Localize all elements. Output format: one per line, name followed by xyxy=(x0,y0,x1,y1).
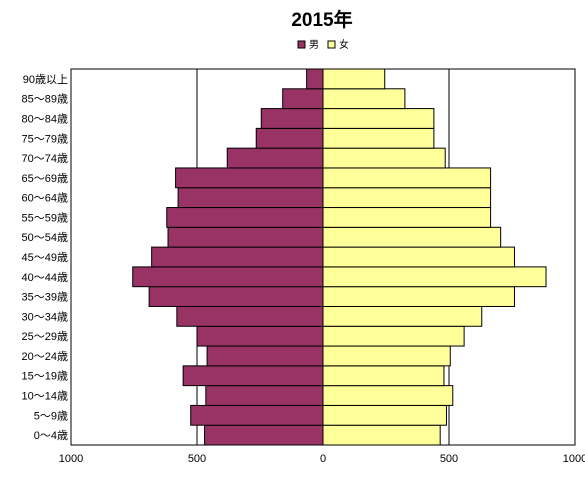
bar-female-2 xyxy=(322,385,454,406)
bar-female-11 xyxy=(322,207,492,228)
bar-female-4 xyxy=(322,345,451,367)
bar-female-6 xyxy=(322,305,483,327)
bar-male-7 xyxy=(148,286,324,307)
bar-female-5 xyxy=(322,325,465,347)
bar-male-4 xyxy=(206,345,324,367)
bar-female-18 xyxy=(322,68,386,90)
bar-male-3 xyxy=(182,365,324,387)
bar-male-8 xyxy=(132,266,324,288)
bar-female-15 xyxy=(322,127,435,149)
bar-female-3 xyxy=(322,365,445,387)
category-label: 85～89歳 xyxy=(22,93,68,106)
chart-title: 2015年 xyxy=(291,8,352,31)
category-label: 25～29歳 xyxy=(22,330,68,343)
category-label: 10～14歳 xyxy=(22,390,68,403)
category-label: 75～79歳 xyxy=(22,132,68,145)
category-label: 5～9歳 xyxy=(34,409,68,422)
category-label: 65～69歳 xyxy=(22,172,68,185)
x-tick-label: 500 xyxy=(188,453,206,465)
bar-female-8 xyxy=(322,266,547,288)
bar-male-9 xyxy=(151,246,324,268)
bar-male-10 xyxy=(167,226,324,248)
bar-female-0 xyxy=(322,424,441,446)
category-label: 0～4歳 xyxy=(34,429,68,442)
legend-label-female: 女 xyxy=(339,38,349,51)
bar-male-0 xyxy=(204,424,324,446)
bar-male-17 xyxy=(282,88,324,110)
legend-label-male: 男 xyxy=(309,39,319,51)
category-label: 15～19歳 xyxy=(22,370,68,383)
category-label: 90歳以上 xyxy=(23,73,68,86)
legend: 男女 xyxy=(297,38,349,51)
bar-male-11 xyxy=(166,207,324,228)
x-tick-label: 0 xyxy=(320,453,326,465)
category-label: 45～49歳 xyxy=(22,251,68,264)
bar-male-5 xyxy=(196,325,324,347)
bar-female-13 xyxy=(322,167,492,189)
category-label: 50～54歳 xyxy=(22,231,68,244)
category-label: 70～74歳 xyxy=(22,152,68,165)
bar-female-16 xyxy=(322,108,435,129)
bar-male-15 xyxy=(255,127,324,149)
bar-male-1 xyxy=(190,404,324,426)
plot-area: 0～4歳 5～9歳 10～14歳 15～19歳 20～24歳 25～29歳 30～34歳 35… xyxy=(22,68,585,465)
category-label: 35～39歳 xyxy=(22,291,68,304)
legend-swatch-female xyxy=(327,40,336,49)
bar-female-14 xyxy=(322,147,446,169)
x-tick-label: 1000 xyxy=(563,453,585,465)
bar-female-12 xyxy=(322,187,492,209)
bar-female-7 xyxy=(322,286,516,307)
bar-male-16 xyxy=(260,108,324,129)
bar-male-12 xyxy=(177,187,324,209)
bar-male-14 xyxy=(226,147,324,169)
category-label: 40～44歳 xyxy=(22,271,68,284)
bar-female-10 xyxy=(322,226,502,248)
category-label: 20～24歳 xyxy=(22,350,68,363)
x-tick-label: 1000 xyxy=(59,453,83,465)
bar-male-6 xyxy=(176,305,324,327)
bar-male-13 xyxy=(175,167,324,189)
category-label: 55～59歳 xyxy=(22,211,68,224)
category-label: 30～34歳 xyxy=(22,310,68,323)
category-label: 80～84歳 xyxy=(22,112,68,125)
bar-female-9 xyxy=(322,246,516,268)
bar-male-2 xyxy=(205,385,324,406)
bar-male-18 xyxy=(306,68,324,90)
x-tick-label: 500 xyxy=(440,453,458,465)
category-label: 60～64歳 xyxy=(22,192,68,205)
bar-female-1 xyxy=(322,404,447,426)
bar-female-17 xyxy=(322,88,406,110)
legend-swatch-male xyxy=(297,40,306,49)
